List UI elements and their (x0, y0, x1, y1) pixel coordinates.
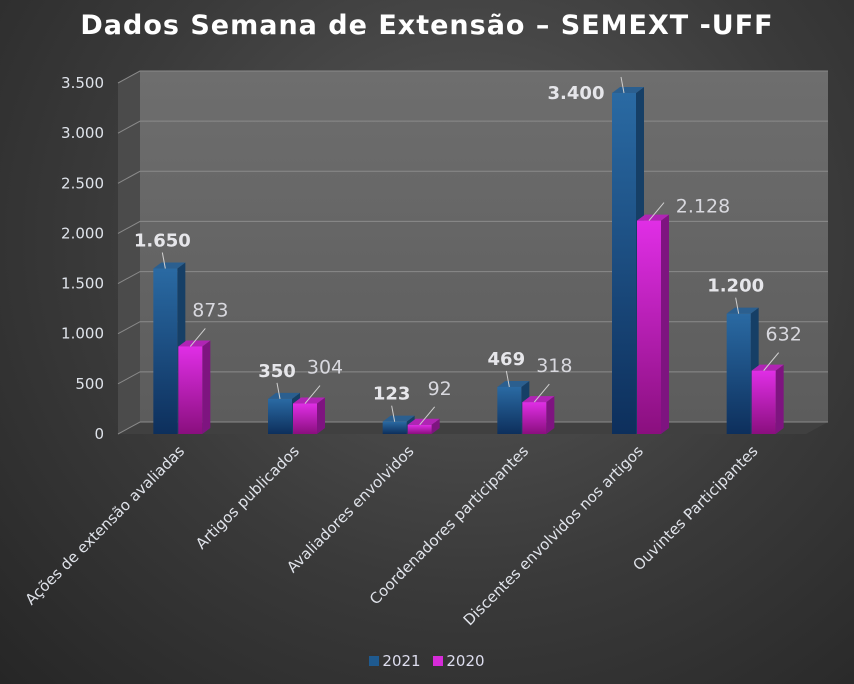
bar-2020 (637, 220, 661, 434)
data-label: 1.650 (134, 231, 191, 252)
data-label: 469 (488, 349, 526, 370)
leader-line (419, 406, 436, 426)
data-label: 632 (766, 324, 802, 346)
bar-top (751, 364, 784, 371)
bar-2020 (293, 403, 317, 434)
bar-top (497, 380, 530, 387)
gridline (117, 371, 828, 385)
y-tick-label: 500 (75, 375, 104, 393)
gridline (117, 220, 828, 234)
y-tick-label: 1.000 (61, 325, 104, 343)
chart-title: Dados Semana de Extensão – SEMEXT -UFF (80, 10, 774, 41)
bar-2020 (751, 370, 776, 434)
bar-side (202, 340, 211, 434)
data-label: 318 (536, 355, 572, 377)
data-label: 2.128 (676, 196, 730, 218)
x-tick-label: Discentes envolvidos nos artigos (460, 442, 647, 629)
bar-2020 (178, 346, 203, 434)
x-tick-label: Ouvintes Participantes (629, 442, 761, 574)
legend-item-2021: 2021 (369, 652, 421, 670)
y-tick-label: 2.000 (61, 224, 104, 242)
bar-top (293, 397, 325, 404)
bar-side (775, 364, 784, 434)
gridline (117, 271, 828, 285)
y-tick-label: 2.500 (61, 174, 104, 192)
legend-swatch-2020 (433, 656, 444, 666)
bar-top (522, 396, 555, 403)
leader-line (189, 328, 206, 347)
y-tick-label: 1.500 (61, 275, 104, 293)
side-wall (118, 71, 140, 434)
leader-line (533, 383, 550, 403)
leader-line (620, 76, 625, 94)
leader-line (735, 297, 740, 314)
y-tick-label: 0 (94, 425, 104, 443)
gridline (117, 70, 828, 84)
data-label: 1.200 (707, 276, 764, 297)
bar-side (431, 418, 440, 434)
leader-line (304, 385, 321, 404)
x-tick-label: Avaliadores envolvidos (283, 442, 417, 576)
bar-top (612, 87, 644, 94)
data-label: 123 (373, 384, 411, 405)
bar-top (726, 307, 759, 314)
leader-line (276, 382, 281, 399)
bar-side (317, 397, 325, 434)
bar-side (661, 214, 669, 434)
data-label: 92 (428, 378, 452, 400)
y-tick-label: 3.500 (61, 74, 104, 92)
bar-top (407, 418, 440, 425)
legend-item-2020: 2020 (433, 652, 485, 670)
legend-swatch-2021 (369, 656, 380, 666)
bar-2021 (726, 313, 751, 434)
bar-side (546, 396, 555, 434)
back-wall (140, 71, 828, 422)
gridline (117, 170, 828, 184)
gridline (117, 321, 828, 335)
data-label: 873 (192, 299, 228, 321)
bar-2021 (612, 93, 636, 435)
bar-2021 (382, 421, 407, 434)
legend-label: 2021 (382, 652, 421, 670)
bar-top (382, 415, 415, 422)
leader-line (505, 370, 510, 388)
bar-top (268, 392, 300, 399)
bar-top (637, 214, 669, 221)
leader-line (648, 202, 665, 221)
data-label: 3.400 (548, 83, 605, 104)
leader-line (161, 252, 166, 269)
data-label: 350 (258, 361, 296, 382)
bar-2021 (268, 398, 292, 434)
x-tick-label: Artigos publicados (192, 442, 303, 553)
leader-line (391, 405, 396, 422)
bar-2021 (153, 268, 178, 434)
bar-2021 (497, 386, 522, 434)
data-label: 304 (307, 357, 343, 379)
leader-line (763, 352, 780, 371)
x-tick-label: Ações de extensão avaliadas (22, 442, 189, 609)
legend: 2021 2020 (0, 652, 854, 670)
legend-label: 2020 (446, 652, 485, 670)
gridline (117, 421, 828, 435)
bar-top (178, 340, 211, 347)
floor (118, 422, 828, 434)
bar-top (153, 262, 186, 269)
bar-2020 (407, 424, 432, 434)
y-tick-label: 3.000 (61, 124, 104, 142)
gridline (117, 120, 828, 134)
bar-2020 (522, 402, 547, 434)
